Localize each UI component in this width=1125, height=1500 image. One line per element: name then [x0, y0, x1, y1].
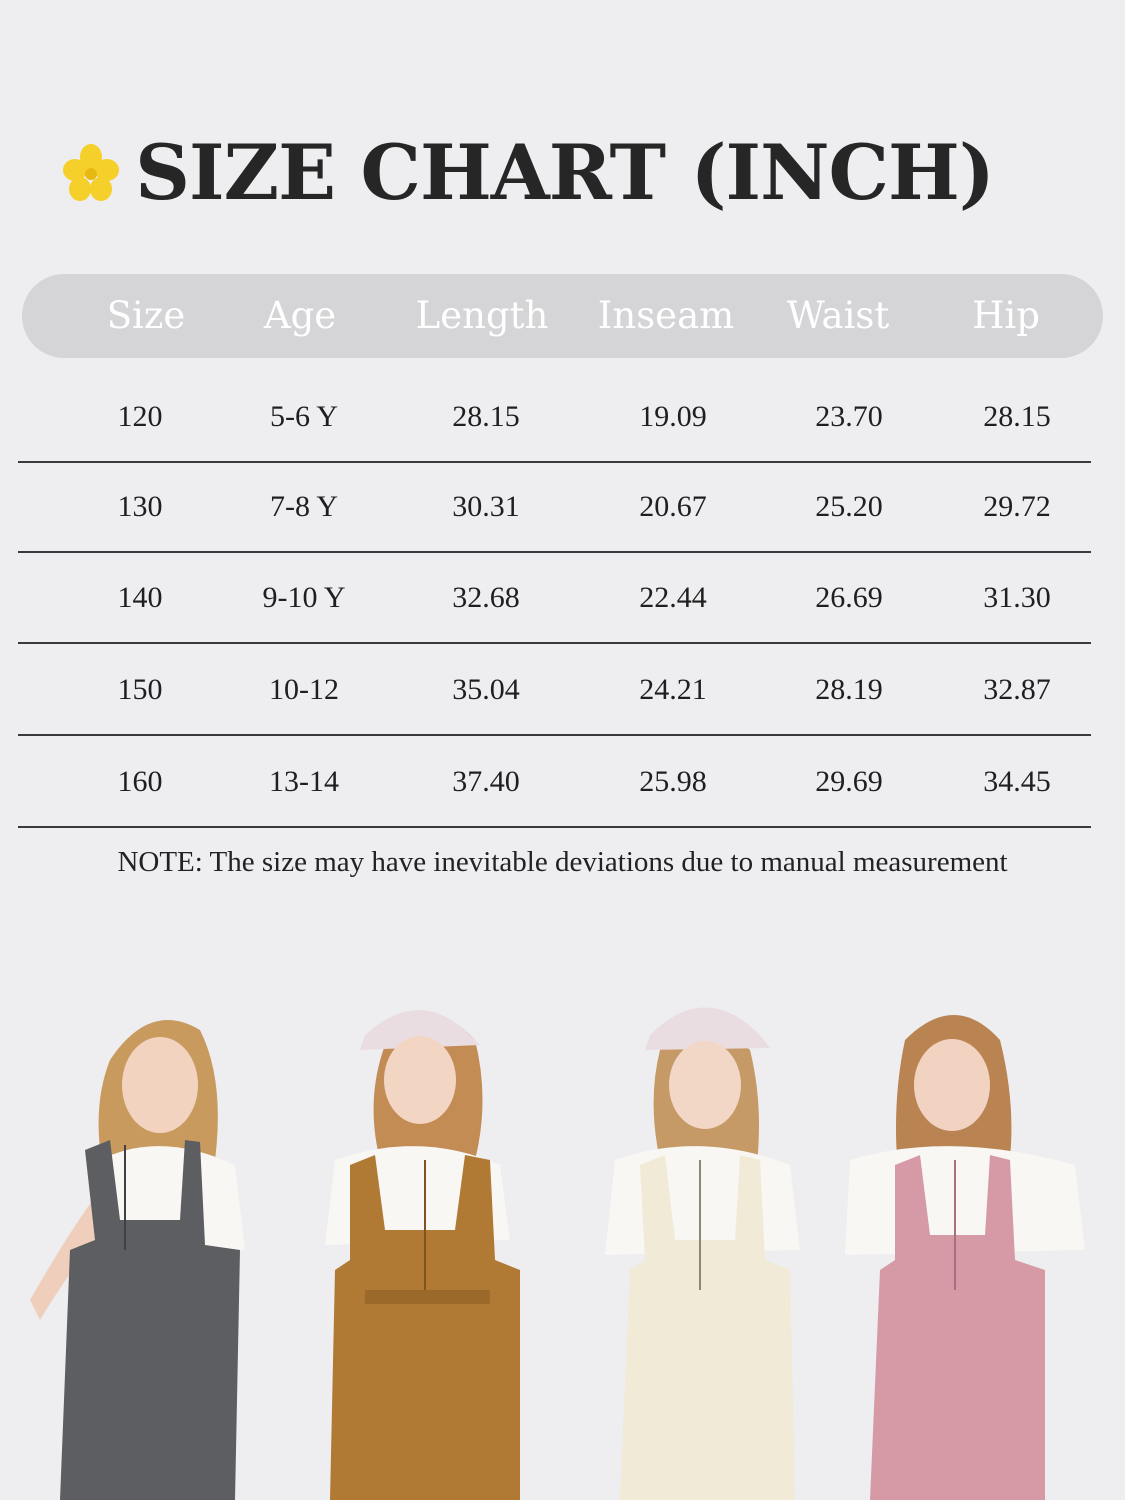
cell-waist: 26.69	[815, 581, 883, 614]
cell-waist: 25.20	[815, 490, 883, 523]
cell-length: 32.68	[452, 581, 520, 614]
cell-inseam: 20.67	[639, 490, 707, 523]
table-row: 140 9-10 Y 32.68 22.44 26.69 31.30	[18, 553, 1091, 644]
model-cream-overalls	[605, 1007, 800, 1500]
cell-age: 10-12	[269, 673, 339, 706]
cell-inseam: 24.21	[639, 673, 707, 706]
cell-hip: 29.72	[983, 490, 1051, 523]
page-title: SIZE CHART (INCH)	[135, 128, 995, 217]
cell-age: 7-8 Y	[269, 490, 339, 523]
cell-waist: 29.69	[815, 765, 883, 798]
header-age: Age	[263, 294, 337, 337]
cell-age: 9-10 Y	[262, 581, 346, 614]
cell-length: 35.04	[452, 673, 520, 706]
table-row: 160 13-14 37.40 25.98 29.69 34.45	[18, 737, 1091, 828]
cell-hip: 28.15	[983, 400, 1051, 433]
header-length: Length	[415, 294, 549, 337]
cell-length: 30.31	[452, 490, 520, 523]
cell-size: 130	[117, 490, 163, 523]
header-waist: Waist	[786, 294, 890, 337]
cell-length: 28.15	[452, 400, 520, 433]
table-header: Size Age Length Inseam Waist Hip	[22, 274, 1103, 358]
cell-waist: 23.70	[815, 400, 883, 433]
cell-waist: 28.19	[815, 673, 883, 706]
model-pink-overalls	[845, 1015, 1085, 1500]
cell-hip: 34.45	[983, 765, 1051, 798]
table-row: 130 7-8 Y 30.31 20.67 25.20 29.72	[18, 462, 1091, 553]
cell-size: 140	[117, 581, 163, 614]
cell-size: 150	[117, 673, 163, 706]
cell-inseam: 19.09	[639, 400, 707, 433]
models-photo	[30, 1007, 1085, 1500]
cell-age: 13-14	[269, 765, 339, 798]
table-row: 120 5-6 Y 28.15 19.09 23.70 28.15	[18, 372, 1091, 463]
flower-icon	[63, 143, 120, 201]
header-size: Size	[106, 294, 186, 337]
model-brown-overalls	[325, 1010, 520, 1500]
cell-length: 37.40	[452, 765, 520, 798]
header-inseam: Inseam	[597, 294, 735, 337]
cell-size: 160	[117, 765, 163, 798]
cell-age: 5-6 Y	[269, 400, 339, 433]
cell-size: 120	[117, 400, 163, 433]
cell-hip: 31.30	[983, 581, 1051, 614]
model-grey-overalls	[30, 1020, 245, 1500]
cell-inseam: 22.44	[639, 581, 707, 614]
measurement-note: NOTE: The size may have inevitable devia…	[117, 846, 1008, 878]
header-hip: Hip	[972, 294, 1040, 337]
title-block: SIZE CHART (INCH)	[0, 128, 1125, 217]
cell-inseam: 25.98	[639, 765, 707, 798]
table-row: 150 10-12 35.04 24.21 28.19 32.87	[18, 645, 1091, 736]
cell-hip: 32.87	[983, 673, 1051, 706]
